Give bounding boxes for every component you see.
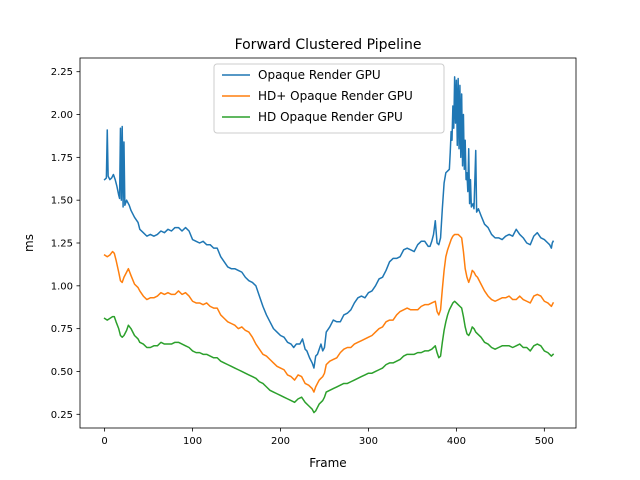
y-axis: 0.25 0.50 0.75 1.00 1.25 1.50 1.75 2.00 2.25 [51,67,80,421]
y-tick-label: 0.50 [51,367,73,378]
y-tick-label: 1.75 [51,153,73,164]
legend-label: HD+ Opaque Render GPU [258,89,413,103]
y-tick-label: 2.25 [51,67,73,78]
y-tick-label: 2.00 [51,110,73,121]
x-axis: 0 100 200 300 400 500 [101,428,554,447]
y-tick-label: 0.25 [51,410,73,421]
x-tick-label: 400 [447,436,466,447]
y-tick-label: 0.75 [51,324,73,335]
legend-box [213,63,445,134]
x-tick-label: 200 [271,436,290,447]
y-tick-label: 1.50 [51,196,73,207]
chart-title: Forward Clustered Pipeline [235,37,422,53]
x-tick-label: 100 [183,436,202,447]
series-line-2 [103,233,555,393]
x-axis-label: Frame [309,456,346,470]
legend: Opaque Render GPU HD+ Opaque Render GPU HD… [213,63,445,134]
legend-label: Opaque Render GPU [258,68,381,82]
x-tick-label: 300 [359,436,378,447]
legend-label: HD Opaque Render GPU [258,110,403,124]
x-tick-label: 500 [535,436,554,447]
y-tick-label: 1.25 [51,239,73,250]
series-line-3 [103,300,555,414]
x-tick-label: 0 [101,436,107,447]
y-tick-label: 1.00 [51,281,73,292]
series-line-1 [103,76,555,369]
y-axis-label: ms [22,234,36,252]
plot-lines [103,76,555,414]
